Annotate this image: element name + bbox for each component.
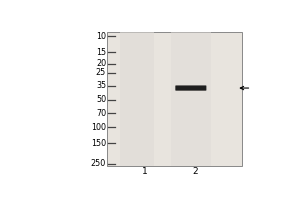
Text: 2: 2 [192, 167, 198, 176]
Text: 50: 50 [96, 95, 106, 104]
FancyBboxPatch shape [175, 85, 206, 91]
Bar [171, 32, 211, 166]
Text: 20: 20 [96, 59, 106, 68]
Text: 100: 100 [91, 123, 106, 132]
Bar [107, 32, 242, 166]
Text: 250: 250 [91, 159, 106, 168]
Text: 10: 10 [96, 32, 106, 41]
Text: 25: 25 [96, 68, 106, 77]
Text: 1: 1 [142, 167, 148, 176]
Text: 150: 150 [91, 139, 106, 148]
Text: 70: 70 [96, 109, 106, 118]
Text: 15: 15 [96, 48, 106, 57]
Text: 35: 35 [96, 81, 106, 90]
Bar [120, 32, 154, 166]
